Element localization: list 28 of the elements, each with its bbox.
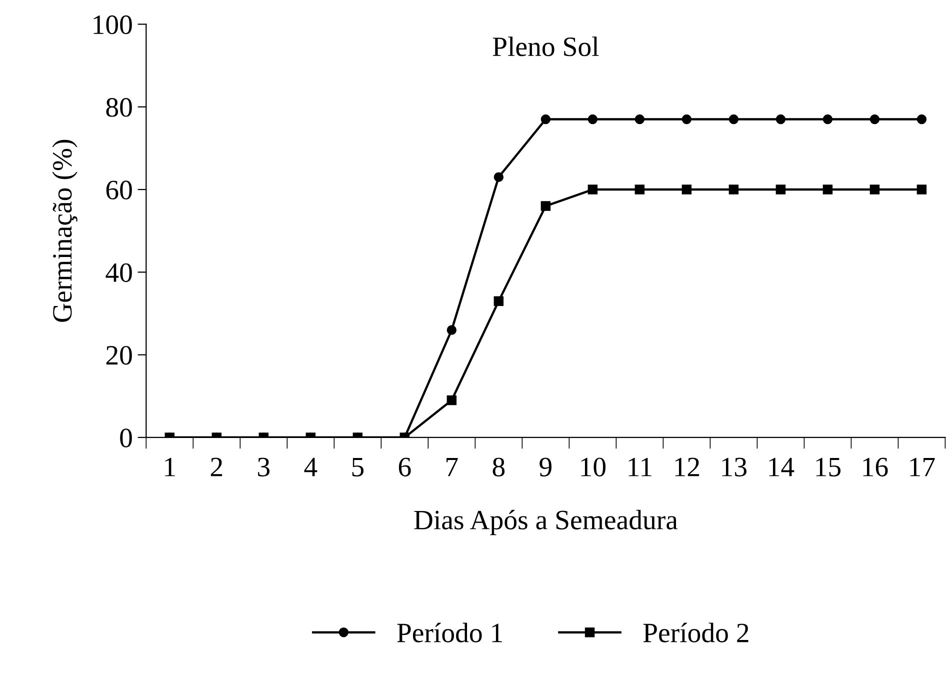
x-tick-label: 2 [210, 458, 222, 476]
x-tick-label: 10 [581, 458, 606, 476]
legend-label: Período 2 [643, 622, 748, 642]
x-tick-label: 6 [398, 458, 411, 476]
y-tick-label: 40 [106, 263, 132, 282]
x-tick-label: 15 [816, 458, 840, 476]
x-tick-label: 14 [769, 458, 794, 476]
x-tick-label: 1 [165, 458, 175, 476]
y-tick-label: 80 [106, 98, 132, 117]
legend-label: Período 1 [397, 622, 502, 642]
y-tick-label: 0 [120, 428, 132, 448]
y-tick-label: 100 [94, 15, 132, 34]
x-tick-label: 7 [446, 458, 458, 476]
x-axis-title: Dias Após a Semeadura [414, 510, 678, 536]
y-tick-label: 20 [106, 346, 132, 365]
x-tick-label: 4 [304, 458, 318, 476]
y-axis-title: Germinação (%) [52, 140, 78, 322]
x-tick-label: 16 [863, 458, 888, 476]
x-tick-label: 5 [352, 458, 364, 476]
y-tick-label: 60 [106, 180, 132, 200]
x-tick-label: 13 [722, 458, 746, 476]
x-tick-label: 12 [675, 458, 700, 476]
x-tick-label: 9 [540, 458, 552, 476]
chart-title: Pleno Sol [492, 36, 599, 56]
x-tick-label: 8 [492, 458, 505, 476]
x-tick-label: 17 [910, 458, 935, 476]
x-tick-label: 11 [628, 458, 652, 476]
x-tick-label: 3 [258, 458, 270, 476]
